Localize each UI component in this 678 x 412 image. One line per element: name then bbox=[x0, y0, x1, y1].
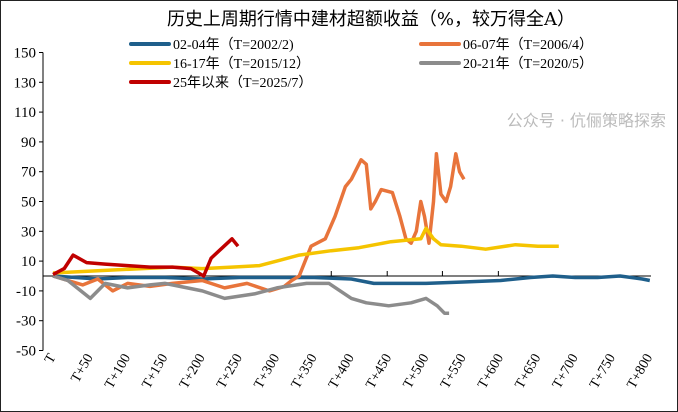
y-axis: -50 -30 -10 10 30 50 70 90 110 130 150 bbox=[14, 46, 44, 360]
x-tick-label: T+500 bbox=[401, 352, 433, 392]
x-tick-label: T+300 bbox=[252, 352, 284, 392]
y-tick-label: 30 bbox=[21, 224, 36, 240]
watermark: 公众号 · 伉俪策略探索 bbox=[507, 111, 666, 130]
y-tick-label: -10 bbox=[16, 284, 36, 300]
y-tick-label: 70 bbox=[21, 165, 36, 181]
x-tick-label: T+400 bbox=[326, 352, 358, 392]
x-tick-label: T+100 bbox=[102, 352, 134, 392]
x-tick-label: T bbox=[42, 351, 59, 366]
x-axis: T T+50 T+100 T+150 T+200 T+250 T+300 T+350 T+400… bbox=[42, 271, 656, 391]
y-tick-label: 150 bbox=[14, 46, 37, 62]
x-tick-label: T+150 bbox=[140, 352, 172, 392]
chart-title: 历史上周期行情中建材超额收益（%，较万得全A） bbox=[167, 9, 575, 30]
x-tick-label: T+350 bbox=[289, 352, 321, 392]
y-tick-label: 10 bbox=[21, 254, 36, 270]
x-tick-label: T+600 bbox=[475, 351, 507, 391]
legend-label: 20-21年（T=2020/5） bbox=[463, 56, 593, 72]
x-tick-label: T+800 bbox=[625, 352, 657, 392]
x-tick-label: T+50 bbox=[69, 352, 97, 386]
y-tick-label: 110 bbox=[14, 105, 36, 121]
legend: 02-04年（T=2002/2) 06-07年（T=2006/4） 16-17年（T… bbox=[129, 37, 593, 91]
x-tick-label: T+550 bbox=[438, 352, 470, 392]
x-tick-label: T+450 bbox=[363, 352, 395, 392]
series-lines bbox=[52, 152, 651, 316]
y-tick-label: 90 bbox=[21, 135, 36, 151]
legend-label: 25年以来（T=2025/7） bbox=[173, 75, 312, 91]
y-tick-label: -50 bbox=[16, 344, 36, 360]
x-tick-label: T+200 bbox=[177, 352, 209, 392]
series-line-4 bbox=[52, 237, 240, 278]
legend-label: 06-07年（T=2006/4） bbox=[463, 37, 593, 53]
x-tick-label: T+700 bbox=[550, 352, 582, 392]
series-line-3 bbox=[52, 274, 450, 316]
x-tick-label: T+750 bbox=[587, 352, 619, 392]
y-tick-label: -30 bbox=[16, 314, 36, 330]
legend-label: 02-04年（T=2002/2) bbox=[173, 37, 294, 53]
y-tick-label: 130 bbox=[14, 75, 37, 91]
x-tick-label: T+250 bbox=[214, 352, 246, 392]
y-tick-label: 50 bbox=[21, 195, 36, 211]
legend-label: 16-17年（T=2015/12） bbox=[173, 56, 310, 72]
series-line-0 bbox=[52, 274, 651, 286]
x-tick-label: T+650 bbox=[513, 352, 545, 392]
